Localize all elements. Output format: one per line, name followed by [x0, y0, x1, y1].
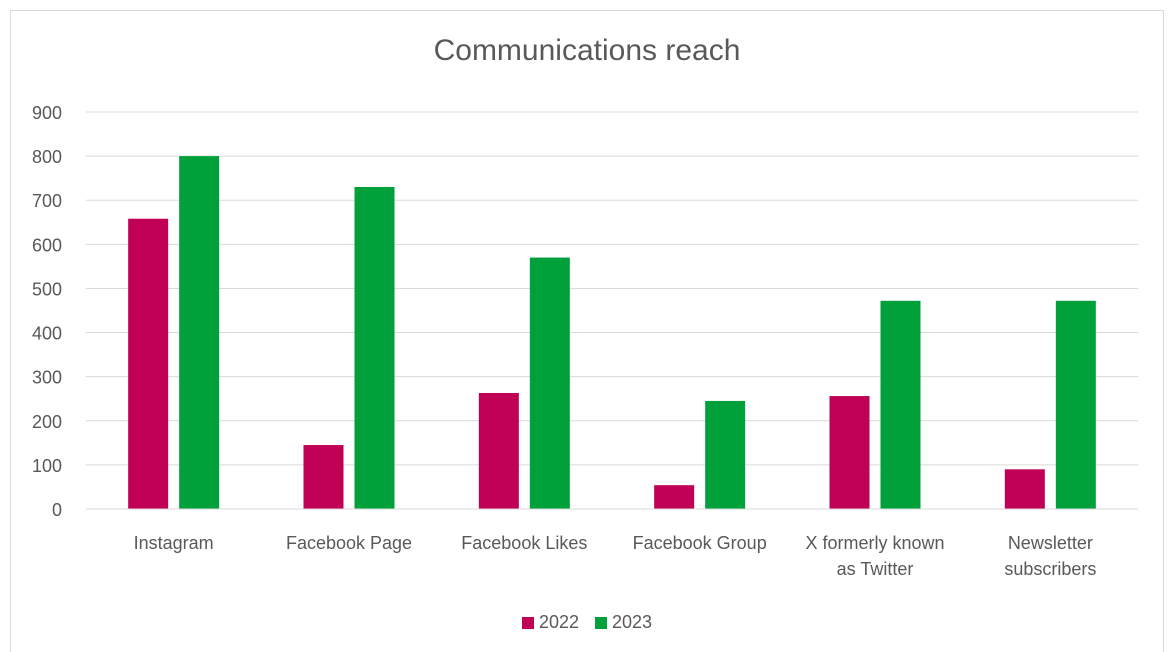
- bar-2022-4: [829, 396, 870, 509]
- chart-title: Communications reach: [433, 34, 741, 67]
- y-tick-label: 900: [32, 103, 62, 123]
- y-tick-label: 800: [32, 147, 62, 167]
- bar-2022-0: [128, 218, 169, 509]
- bar-2023-5: [1055, 300, 1096, 509]
- x-tick-label: Newsletter: [1008, 533, 1093, 553]
- x-tick-label: as Twitter: [837, 559, 914, 579]
- x-tick-label: Facebook Page: [286, 533, 412, 553]
- y-tick-label: 400: [32, 324, 62, 344]
- legend-swatch-2023: [595, 616, 607, 629]
- y-tick-label: 300: [32, 368, 62, 388]
- legend-label-2023: 2023: [612, 612, 653, 632]
- x-tick-label: Instagram: [134, 533, 214, 553]
- y-tick-label: 100: [32, 456, 62, 476]
- legend-item-2023: 2023: [595, 612, 652, 633]
- y-tick-label: 200: [32, 412, 62, 432]
- y-tick-label: 0: [52, 500, 62, 520]
- y-tick-label: 700: [32, 191, 62, 211]
- x-tick-label: X formerly known: [805, 533, 944, 553]
- y-tick-label: 500: [32, 279, 62, 299]
- legend-swatch-2022: [521, 616, 534, 629]
- bar-2022-3: [654, 485, 695, 509]
- bar-2022-5: [1004, 469, 1045, 509]
- legend-label-2022: 2022: [538, 612, 579, 632]
- bar-2023-4: [880, 300, 921, 509]
- bar-2022-2: [478, 392, 519, 509]
- x-tick-label: Facebook Group: [633, 533, 767, 553]
- bar-2023-3: [705, 400, 746, 509]
- bar-2023-0: [179, 156, 220, 509]
- bar-2022-1: [303, 445, 344, 509]
- legend-item-2022: 2022: [521, 612, 579, 633]
- x-tick-label: subscribers: [1004, 559, 1096, 579]
- bar-2023-1: [354, 186, 395, 509]
- x-tick-label: Facebook Likes: [461, 533, 587, 553]
- bar-2023-2: [529, 257, 570, 509]
- chart-legend: 2022 2023: [0, 612, 1174, 633]
- y-tick-label: 600: [32, 235, 62, 255]
